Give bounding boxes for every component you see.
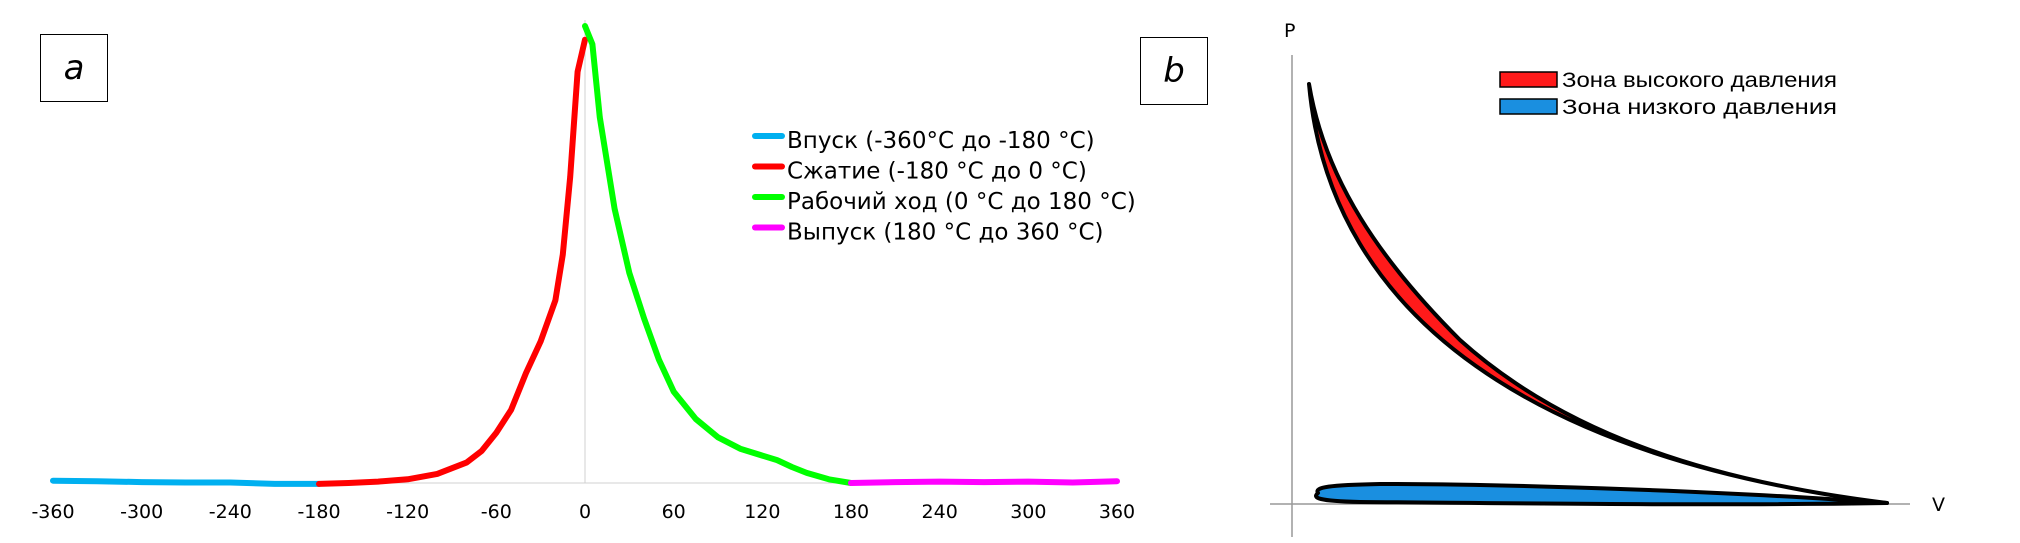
series-line-2 [316,36,588,487]
legend-label-3: Рабочий ход (0 °C до 180 °C) [787,189,1136,215]
x-tick-label: -60 [481,501,512,523]
x-axis-label: V [1932,494,1945,516]
x-tick-label: -180 [297,501,340,523]
x-tick-label: 0 [579,501,591,523]
x-tick-label: -120 [386,501,429,523]
x-tick-label: 60 [662,501,686,523]
x-tick-label: 240 [922,501,958,523]
series-line-1 [50,477,322,487]
legend-label-4: Выпуск (180 °C до 360 °C) [787,220,1104,246]
x-tick-label: 300 [1010,501,1046,523]
panel-label-b: b [1140,37,1208,105]
legend-label-b-1: Зона высокого давления [1562,69,1837,92]
legend-label-1: Впуск (-360°C до -180 °C) [787,128,1095,154]
legend-label-b-2: Зона низкого давления [1562,96,1837,119]
x-tick-label: -360 [31,501,74,523]
x-tick-label: 120 [744,501,780,523]
x-tick-label: 360 [1099,501,1135,523]
x-tick-label: -240 [209,501,252,523]
x-tick-label: 180 [833,501,869,523]
high-pressure-zone [1307,82,1889,505]
y-axis-label: P [1284,20,1295,42]
panel-label-a: a [40,34,108,102]
legend-swatch-b-1 [1499,71,1558,88]
low-pressure-zone [1314,482,1889,507]
x-tick-label: -300 [120,501,163,523]
legend-label-2: Сжатие (-180 °C до 0 °C) [787,159,1087,185]
legend-swatch-b-2 [1499,98,1558,115]
series-line-3 [582,23,854,486]
series-line-4 [848,478,1120,486]
